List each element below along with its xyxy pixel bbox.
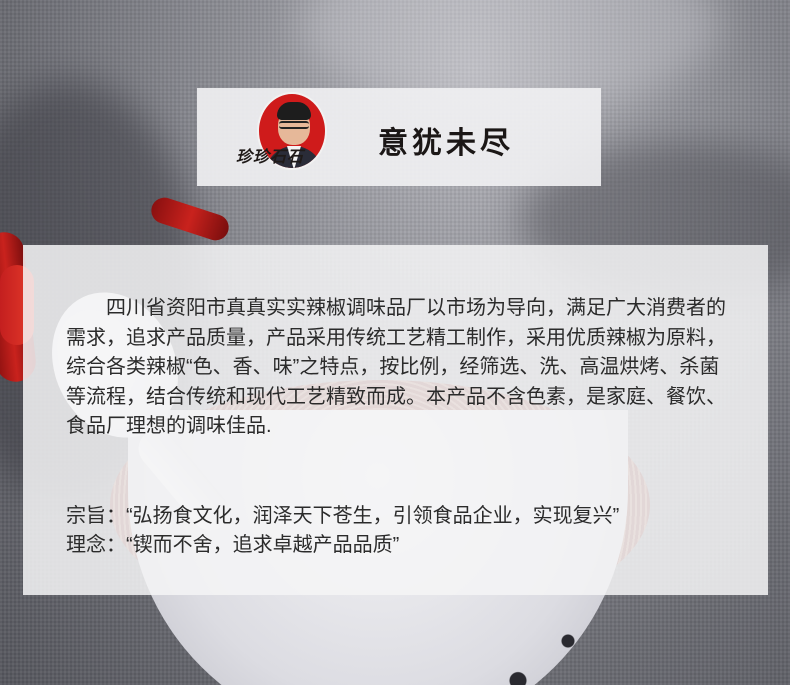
concept-statement: 理念：“锲而不舍，追求卓越产品品质” xyxy=(66,534,400,556)
description-panel xyxy=(23,245,768,595)
portrait-glasses xyxy=(279,121,309,129)
brand-logo-text: 珍珍石石 xyxy=(236,147,305,166)
company-description: 四川省资阳市真真实实辣椒调味品厂以市场为导向，满足广大消费者的需求，追求产品质量… xyxy=(66,297,726,437)
mission-statement: 宗旨：“弘扬食文化，润泽天下苍生，引领食品企业，实现复兴” xyxy=(66,505,620,527)
slogan-heading: 意犹未尽 xyxy=(378,126,514,161)
founder-portrait xyxy=(257,92,327,170)
portrait-hair xyxy=(277,102,311,120)
